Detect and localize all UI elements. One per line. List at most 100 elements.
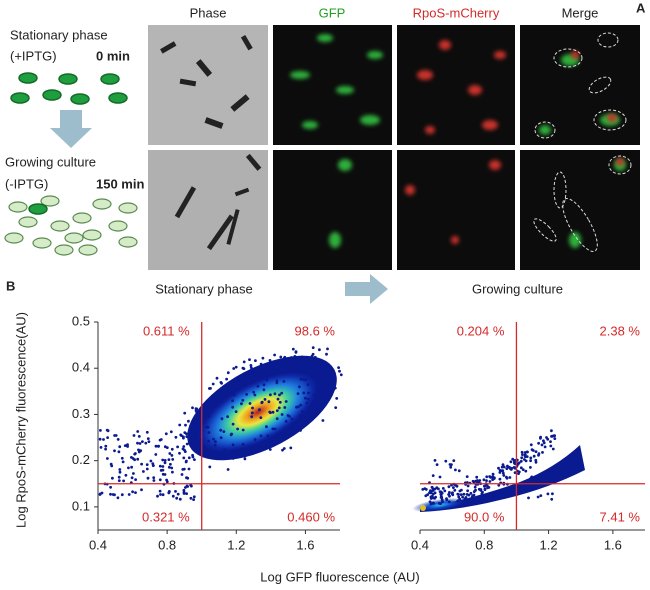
noise-dot (284, 420, 288, 423)
noise-dot (444, 459, 448, 463)
noise-dot (525, 455, 529, 458)
noise-dot (307, 391, 310, 395)
noise-dot (233, 380, 236, 383)
noise-dot (116, 496, 120, 500)
noise-dot (286, 414, 290, 417)
noise-dot (288, 434, 292, 438)
noise-dot (109, 485, 112, 489)
noise-dot (131, 490, 135, 494)
noise-dot (500, 465, 504, 469)
noise-dot (117, 475, 121, 479)
noise-dot (159, 493, 162, 496)
noise-dot (443, 489, 447, 493)
noise-dot (266, 374, 270, 377)
noise-dot (472, 493, 476, 497)
noise-dot (505, 467, 509, 470)
noise-dot (161, 472, 165, 476)
noise-dot (449, 465, 453, 469)
noise-dot (513, 462, 517, 465)
noise-dot (211, 382, 215, 386)
noise-dot (171, 494, 175, 498)
noise-dot (280, 413, 284, 416)
quadrant-label: 0.460 % (287, 509, 335, 524)
noise-dot (161, 458, 165, 462)
noise-dot (466, 489, 469, 493)
noise-dot (158, 464, 162, 468)
noise-dot (250, 411, 254, 415)
noise-dot (439, 502, 442, 505)
noise-dot (433, 491, 437, 495)
noise-dot (207, 448, 211, 452)
noise-dot (294, 356, 298, 360)
noise-dot (136, 430, 140, 433)
noise-dot (304, 363, 307, 367)
noise-dot (136, 457, 140, 461)
noise-dot (546, 492, 550, 496)
noise-dot (273, 353, 276, 357)
noise-dot (183, 431, 187, 434)
noise-dot (106, 457, 109, 460)
noise-dot (184, 423, 187, 427)
noise-dot (106, 429, 110, 433)
noise-dot (310, 354, 314, 358)
noise-dot (465, 493, 469, 496)
noise-dot (253, 438, 257, 441)
noise-dot (134, 478, 138, 481)
noise-dot (193, 458, 196, 461)
noise-dot (267, 443, 271, 447)
noise-dot (431, 474, 435, 477)
noise-dot (275, 381, 279, 385)
noise-dot (123, 444, 127, 447)
noise-dot (236, 427, 240, 431)
noise-dot (131, 457, 135, 460)
noise-dot (524, 459, 528, 463)
noise-dot (220, 387, 223, 390)
noise-dot (228, 389, 232, 392)
noise-dot (219, 436, 223, 440)
noise-dot (483, 484, 486, 488)
noise-dot (216, 455, 220, 459)
noise-dot (202, 445, 206, 449)
noise-dot (431, 501, 435, 505)
noise-dot (531, 449, 535, 452)
noise-dot (124, 473, 128, 477)
noise-dot (318, 348, 321, 352)
column-header: Phase (190, 5, 227, 20)
noise-dot (152, 479, 156, 482)
noise-dot (142, 470, 145, 473)
noise-dot (175, 496, 179, 500)
noise-dot (471, 479, 475, 483)
noise-dot (511, 457, 515, 461)
noise-dot (337, 366, 340, 369)
noise-dot (214, 440, 217, 444)
noise-dot (296, 405, 300, 409)
noise-dot (185, 476, 188, 480)
noise-dot (300, 355, 304, 359)
noise-dot (439, 492, 443, 496)
noise-dot (169, 430, 173, 434)
quadrant-label: 0.204 % (457, 323, 505, 338)
x-tick-label: 1.6 (604, 537, 622, 552)
noise-dot (163, 445, 167, 449)
column-header: GFP (319, 5, 346, 20)
noise-dot (98, 437, 102, 441)
noise-dot (232, 367, 236, 370)
noise-dot (136, 441, 139, 445)
noise-dot (457, 469, 461, 473)
noise-dot (335, 397, 339, 400)
noise-dot (141, 440, 144, 443)
noise-dot (447, 485, 451, 489)
noise-dot (322, 403, 325, 406)
noise-dot (268, 359, 272, 362)
noise-dot (261, 356, 265, 360)
growing-cells (4, 195, 138, 256)
noise-dot (250, 415, 254, 419)
noise-dot (500, 491, 504, 494)
green-cell (28, 203, 48, 215)
x-tick-label: 1.2 (540, 537, 558, 552)
column-header: RpoS-mCherry (413, 5, 500, 20)
noise-dot (137, 450, 141, 454)
noise-dot (232, 393, 236, 397)
noise-dot (243, 457, 247, 461)
